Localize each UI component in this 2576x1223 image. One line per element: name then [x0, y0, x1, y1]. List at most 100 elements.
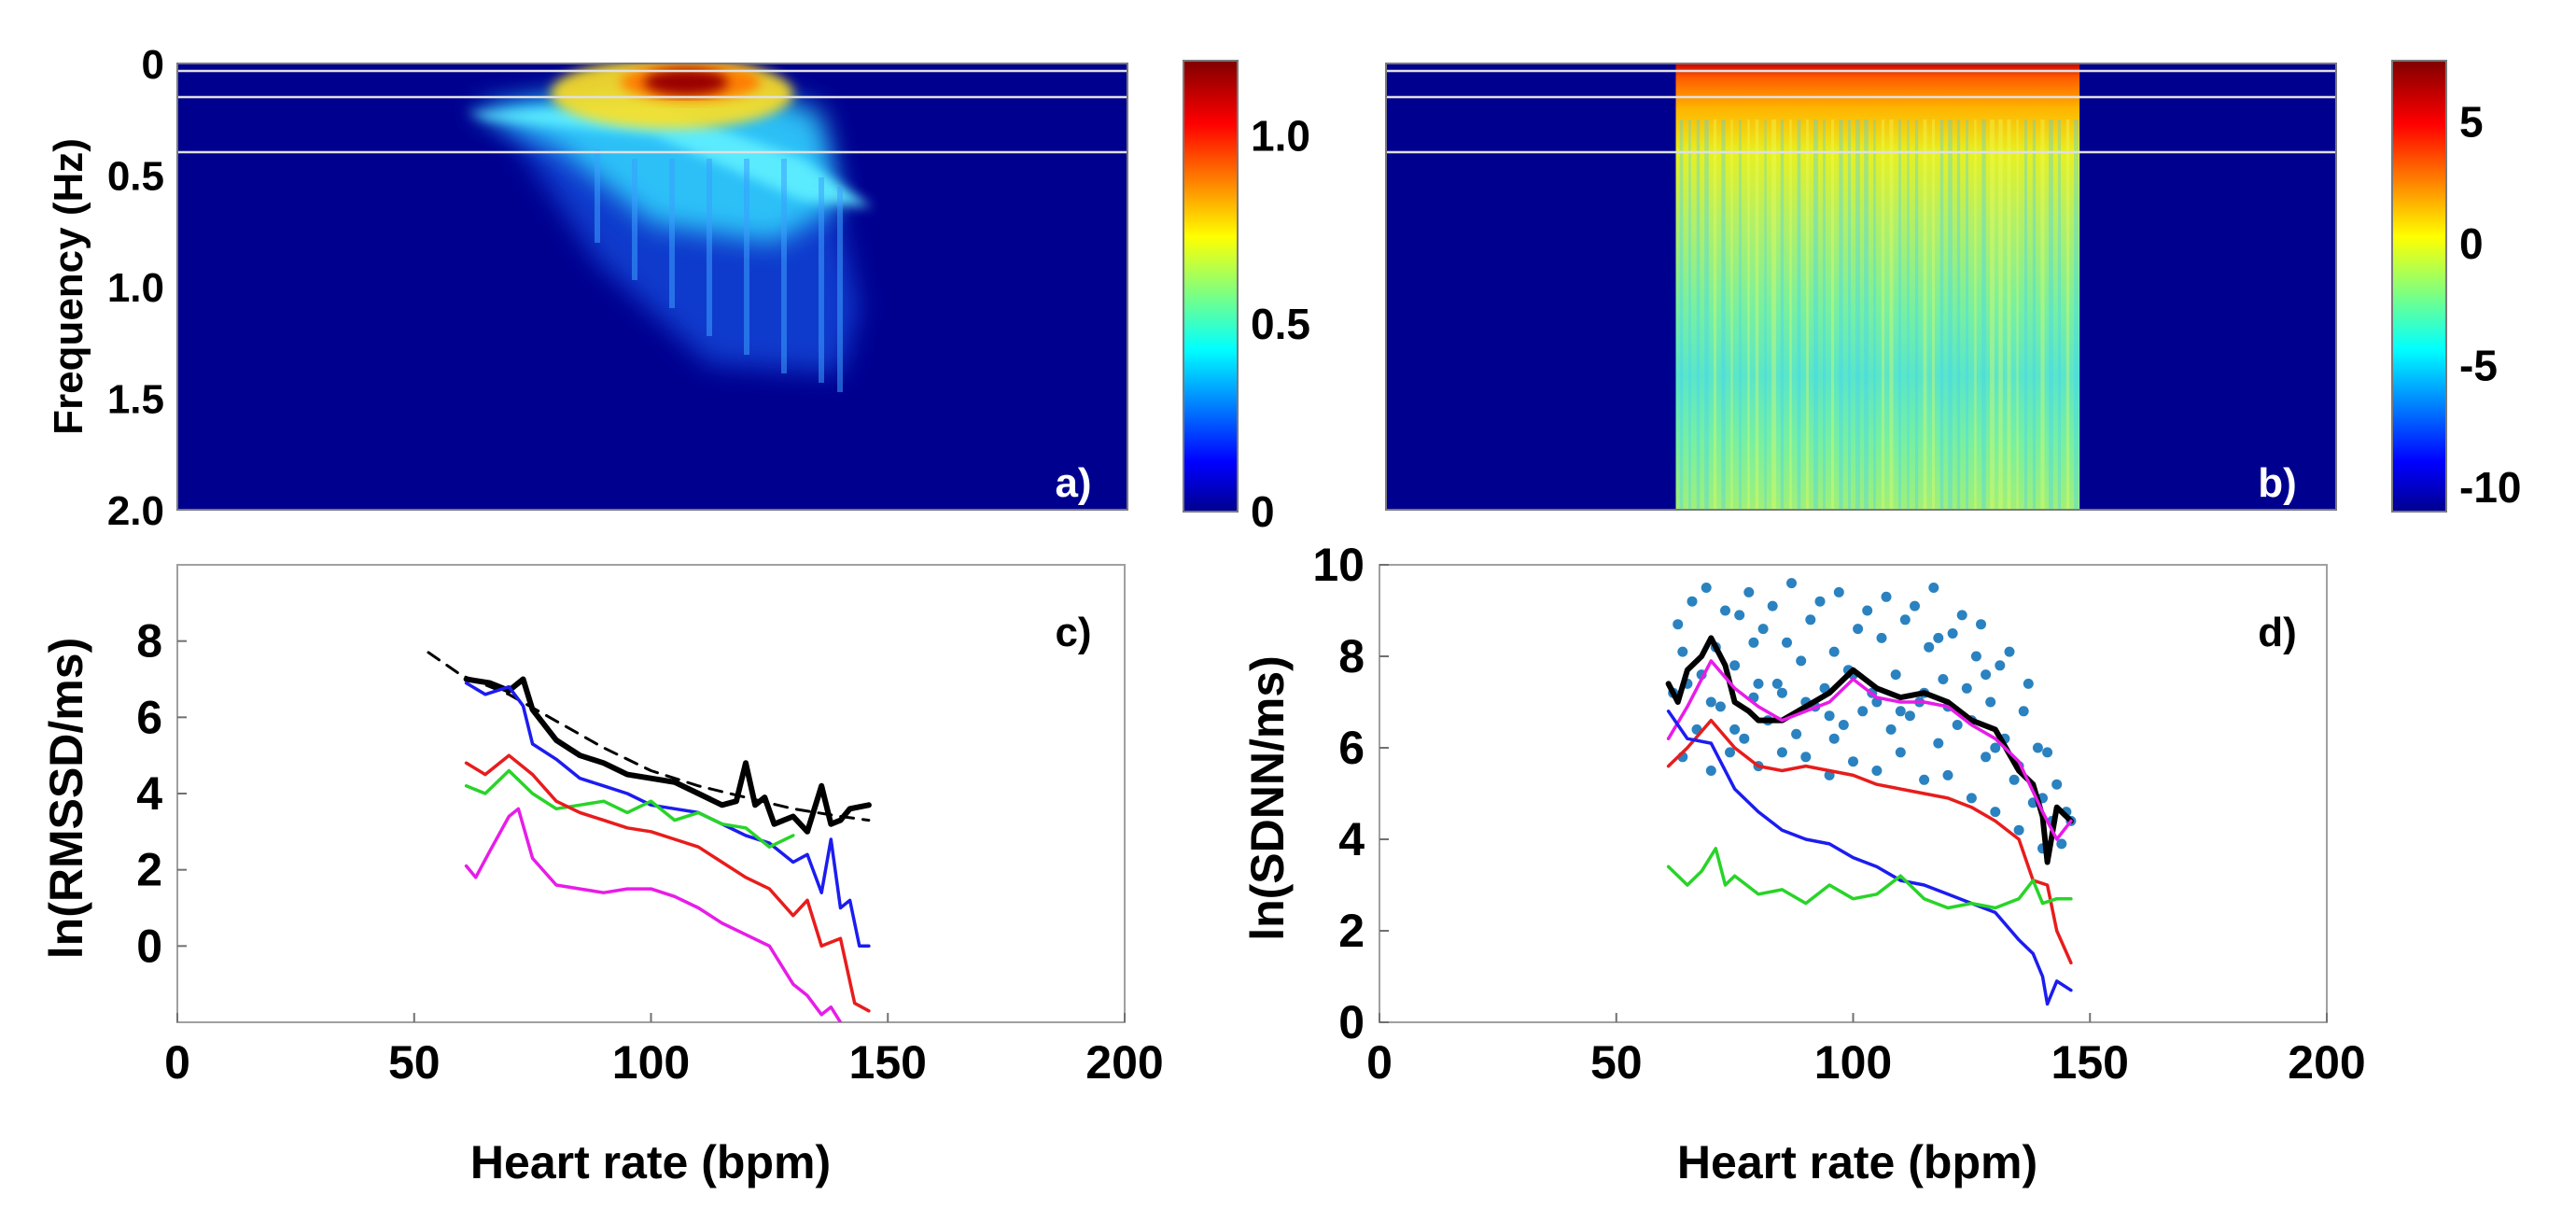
panel-a-y-ticks: 0 0.5 1.0 1.5 2.0: [107, 42, 164, 534]
panel-c-y-label: ln(RMSSD/ms): [40, 638, 92, 959]
panel-c-y-tick-label: 6: [136, 691, 162, 743]
panel-c-x-tick-label: 50: [388, 1036, 441, 1089]
panel-d-scatter-point: [1885, 724, 1897, 735]
panel-d-scatter-point: [1819, 682, 1830, 694]
panel-d-scatter-point: [2032, 742, 2043, 753]
panel-d-scatter-point: [2056, 838, 2067, 850]
colorbar-a-ticks: 0 0.5 1.0: [1251, 112, 1310, 537]
panel-d-scatter-point: [1933, 738, 1944, 749]
panel-a: 0 0.5 1.0 1.5 2.0 Frequency (Hz) a): [46, 42, 1128, 534]
panel-c-y-tick-label: 8: [136, 615, 162, 668]
panel-a-streaks: [595, 149, 843, 392]
panel-d-scatter-point: [2023, 678, 2034, 689]
panel-d-y-tick-label: 10: [1312, 539, 1365, 591]
panel-d-scatter-point: [1890, 669, 1901, 681]
panel-d-x-tick-label: 50: [1590, 1036, 1643, 1089]
panel-d-scatter-point: [1796, 655, 1807, 667]
panel-d-scatter-point: [1942, 769, 1953, 780]
panel-d-y-tick-label: 8: [1338, 630, 1365, 682]
panel-c-series-dashed: [427, 651, 871, 822]
panel-c-y-tick-label: 2: [136, 844, 162, 896]
panel-d-scatter-point: [1876, 632, 1887, 643]
panel-d-x-label: Heart rate (bpm): [1677, 1136, 2037, 1188]
panel-d-scatter-point: [1904, 710, 1915, 722]
panel-d-frame: [1379, 564, 2328, 1023]
colorbar-a-gradient: [1183, 60, 1239, 513]
panel-d-scatter-point: [1701, 583, 1712, 593]
panel-d-scatter-point: [1990, 807, 2001, 818]
panel-a-peak: [644, 69, 728, 95]
panel-d: 0 50 100 150 200 0 2 4 6 8 10 Heart rate (bpm) ln(…: [1241, 539, 2366, 1188]
panel-d-scatter-point: [1981, 669, 1992, 681]
panel-d-series-magenta: [1666, 659, 2073, 841]
panel-d-scatter-point: [1947, 628, 1958, 639]
panel-d-scatter-point: [1782, 637, 1792, 648]
panel-b: b): [1385, 63, 2337, 511]
panel-a-y-tick-label: 2.0: [107, 488, 164, 534]
panel-d-y-tick-label: 0: [1338, 996, 1365, 1048]
panel-c-y-tick-label: 4: [136, 767, 162, 820]
panel-d-scatter-point: [1833, 586, 1844, 597]
panel-d-scatter-point: [1734, 610, 1745, 621]
panel-c-series: [427, 651, 872, 1022]
panel-d-y-label: ln(SDNN/ms): [1241, 655, 1294, 941]
panel-d-scatter-point: [1748, 637, 1759, 648]
colorbar-b-tick-label: 5: [2459, 97, 2484, 146]
panel-c-y-tick-label: 0: [136, 920, 162, 972]
panel-a-y-tick-label: 0.5: [107, 154, 164, 200]
panel-b-frame: [1385, 63, 2337, 511]
panel-d-x-tick-label: 200: [2288, 1036, 2365, 1089]
panel-d-ticks: 0 50 100 150 200 0 2 4 6 8 10: [1312, 539, 2365, 1089]
colorbar-b: 5 0 -5 -10: [2391, 60, 2521, 513]
panel-d-scatter-point: [1910, 600, 1920, 612]
panel-a-y-tick-label: 1.0: [107, 265, 164, 311]
panel-d-scatter-point: [1705, 766, 1716, 776]
panel-c-ticks: 0 50 100 150 200 0 2 4 6 8: [136, 615, 1164, 1089]
panel-c-frame: [176, 564, 1126, 1023]
panel-d-scatter-point: [1956, 610, 1967, 621]
panel-a-tag: a): [1055, 460, 1091, 506]
panel-d-scatter-point: [1715, 701, 1726, 712]
panel-d-series: [1665, 635, 2074, 1006]
panel-d-scatter-point: [1848, 756, 1858, 767]
panel-c-x-tick-label: 150: [849, 1036, 927, 1089]
colorbar-a-tick-label: 1.0: [1251, 112, 1310, 161]
panel-d-scatter-point: [1895, 747, 1906, 758]
panel-d-scatter-point: [1771, 678, 1783, 689]
panel-d-scatter-point: [1899, 614, 1911, 626]
panel-d-scatter-point: [1862, 605, 1873, 616]
panel-d-x-tick-label: 150: [2051, 1036, 2129, 1089]
panel-c: 0 50 100 150 200 0 2 4 6 8 Heart rate (bpm) ln(RM…: [40, 564, 1164, 1188]
panel-d-scatter-point: [1970, 651, 1981, 662]
colorbar-b-tick-label: -5: [2459, 341, 2498, 389]
panel-d-scatter-point: [1881, 591, 1892, 602]
panel-d-y-tick-label: 6: [1338, 722, 1365, 774]
panel-d-scatter-point: [1919, 774, 1930, 785]
panel-d-series-black: [1665, 635, 2074, 865]
colorbar-b-gradient: [2391, 60, 2447, 513]
colorbar-a-tick-label: 0.5: [1251, 300, 1310, 348]
panel-d-scatter-point: [1828, 733, 1840, 744]
panel-c-tag: c): [1055, 610, 1091, 655]
panel-d-scatter-point: [1776, 687, 1787, 698]
panel-c-x-tick-label: 100: [612, 1036, 690, 1089]
panel-d-scatter-point: [1985, 696, 1996, 708]
panel-d-y-tick-label: 4: [1338, 813, 1365, 865]
panel-d-scatter-point: [1976, 619, 1986, 630]
panel-d-scatter-point: [1966, 793, 1977, 804]
panel-c-series-black: [463, 676, 872, 835]
panel-d-scatter-point: [1871, 766, 1883, 776]
panel-b-streaks: [1679, 119, 2079, 510]
panel-c-x-label: Heart rate (bpm): [470, 1136, 831, 1188]
panel-c-x-tick-label: 200: [1085, 1036, 1163, 1089]
panel-a-heatmap: [467, 63, 873, 392]
panel-d-scatter-point: [1705, 696, 1716, 708]
panel-d-series-blue: [1666, 710, 2073, 1006]
panel-d-scatter-point: [1828, 646, 1840, 657]
panel-d-scatter-point: [1990, 742, 2001, 753]
panel-d-series-green: [1666, 847, 2073, 910]
panel-a-ridge: [467, 105, 873, 207]
panel-d-scatter-point: [1805, 614, 1816, 626]
panel-d-series-red: [1666, 718, 2073, 965]
